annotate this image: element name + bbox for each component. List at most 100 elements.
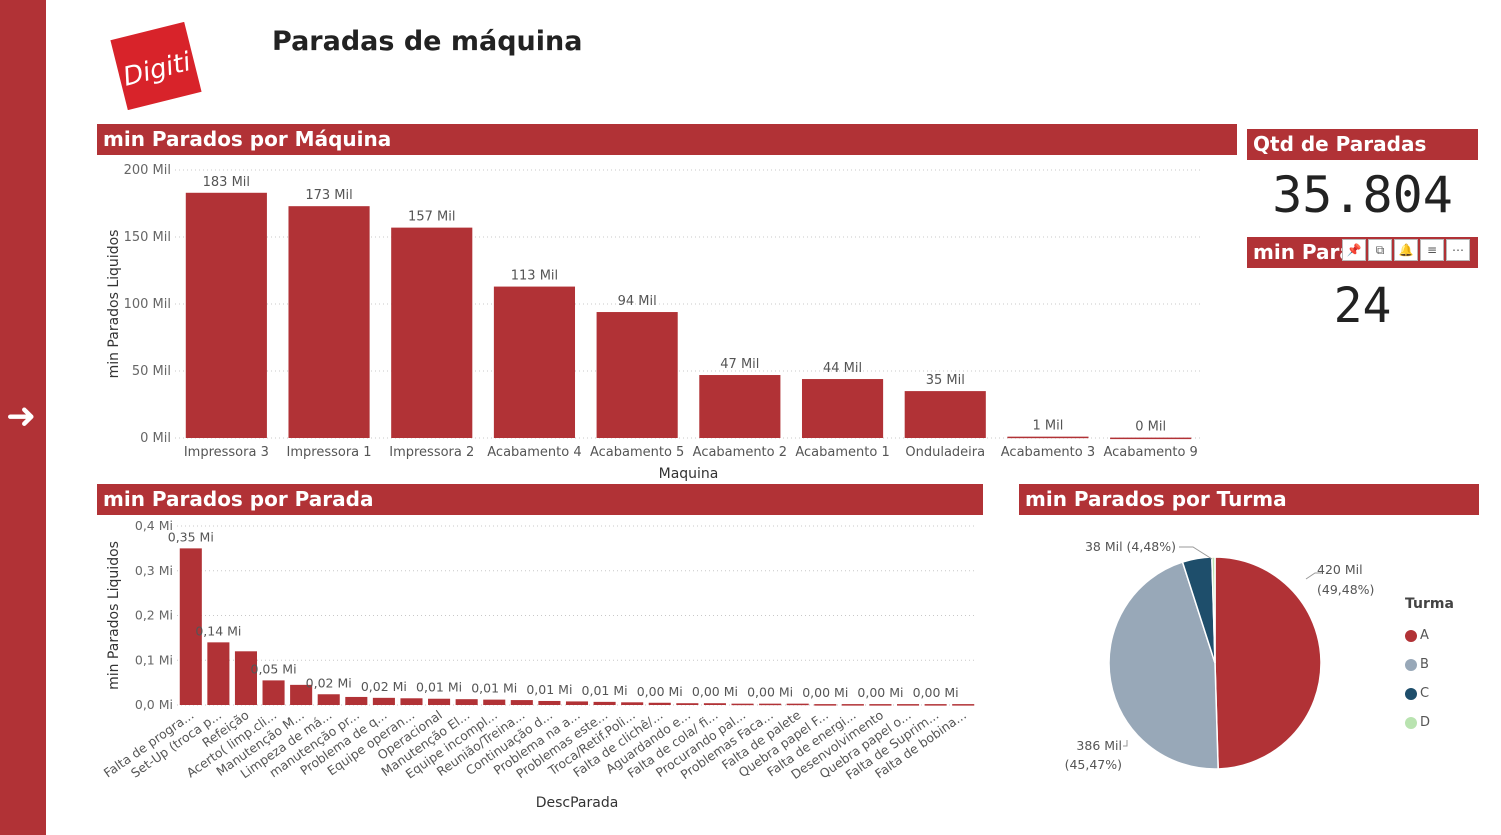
y-tick-label: 0,2 Mi — [135, 608, 173, 623]
turma-pie-chart: 420 Mil (49,48%) 38 Mil (4,48%) 386 Mil (45,… — [1065, 539, 1375, 772]
bar — [400, 698, 423, 705]
legend-item-d[interactable]: D — [1405, 708, 1454, 737]
y-tick-label: 0,4 Mi — [135, 518, 173, 533]
y-tick-label: 150 Mil — [124, 230, 171, 245]
bar — [372, 697, 395, 705]
x-tick-label: Acabamento 3 — [1001, 445, 1095, 460]
bar — [841, 704, 864, 706]
min-paradas-value: 24 — [1333, 278, 1392, 334]
data-label: (45,47%) — [1065, 757, 1122, 772]
bar — [924, 704, 947, 706]
bar — [493, 286, 576, 438]
x-tick-label: Acabamento 2 — [693, 445, 787, 460]
x-tick-label: Impressora 2 — [389, 445, 474, 460]
bar — [904, 391, 986, 438]
y-tick-label: 200 Mil — [124, 163, 171, 178]
data-label: 173 Mil — [305, 188, 352, 203]
x-tick-label: Impressora 1 — [287, 445, 372, 460]
visual-toolbar: 📌 ⧉ 🔔 ≡ ⋯ — [1342, 239, 1470, 265]
data-label: 157 Mil — [408, 210, 455, 225]
bar — [621, 702, 644, 705]
maquina-chart-header: min Parados por Máquina — [97, 124, 1237, 155]
x-tick-label: Impressora 3 — [184, 445, 269, 460]
page-title: Paradas de máquina — [272, 26, 583, 57]
data-label: 47 Mil — [720, 357, 759, 372]
bar — [786, 703, 809, 706]
bar — [391, 227, 473, 438]
data-label: 1 Mil — [1033, 419, 1064, 434]
bar — [288, 206, 370, 438]
x-tick-label: Acabamento 4 — [487, 445, 581, 460]
bar — [814, 704, 837, 706]
bar — [262, 680, 285, 705]
bar — [703, 703, 726, 705]
pie-slice — [1108, 561, 1219, 770]
bar — [290, 684, 313, 705]
arrow-right-icon[interactable]: ➜ — [6, 396, 37, 437]
data-label: (49,48%) — [1317, 582, 1374, 597]
data-label: 0,01 Mi — [471, 681, 517, 696]
qtd-paradas-value: 35.804 — [1272, 166, 1453, 224]
leader-line — [1123, 740, 1128, 747]
bell-icon[interactable]: 🔔 — [1394, 239, 1418, 261]
bar — [699, 375, 781, 438]
pin-icon[interactable]: 📌 — [1342, 239, 1366, 261]
bar — [869, 704, 892, 706]
bar — [648, 702, 671, 705]
y-tick-label: 100 Mil — [124, 297, 171, 312]
legend-item-a[interactable]: A — [1405, 621, 1454, 650]
x-tick-label: Onduladeira — [905, 445, 985, 460]
y-tick-label: 0,0 Mi — [135, 697, 173, 712]
data-label: 183 Mil — [203, 175, 250, 190]
bar — [596, 312, 678, 438]
bar — [759, 703, 782, 706]
data-label: 0,00 Mi — [913, 685, 959, 700]
parada-chart-header: min Parados por Parada — [97, 484, 983, 515]
y-tick-label: 50 Mil — [132, 364, 171, 379]
pie-slice — [1211, 556, 1216, 664]
data-label: 0,35 Mi — [168, 529, 214, 544]
leader-line — [1179, 546, 1213, 560]
bar — [207, 642, 230, 705]
data-label: 0,01 Mi — [526, 682, 572, 697]
x-tick-label: Acabamento 9 — [1103, 445, 1197, 460]
legend-label: A — [1420, 628, 1429, 643]
bar — [428, 698, 451, 705]
filter-icon[interactable]: ≡ — [1420, 239, 1444, 261]
bar — [952, 704, 975, 706]
legend-item-c[interactable]: C — [1405, 679, 1454, 708]
maquina-bar-chart: 0 Mil 50 Mil 100 Mil 150 Mil 200 Mil 183 Mil I… — [106, 163, 1202, 482]
bar — [731, 703, 754, 706]
data-label: 0,02 Mi — [306, 675, 352, 690]
data-label: 44 Mil — [823, 361, 862, 376]
copy-icon[interactable]: ⧉ — [1368, 239, 1392, 261]
data-label: 0 Mil — [1135, 420, 1166, 435]
bar — [455, 699, 478, 705]
y-axis-title: min Parados Liquidos — [106, 230, 122, 379]
legend-title: Turma — [1405, 596, 1454, 612]
bar — [593, 701, 616, 705]
legend-label: D — [1420, 715, 1431, 730]
bar — [234, 651, 257, 705]
y-axis-title: min Parados Liquidos — [106, 541, 122, 690]
x-axis-title: DescParada — [536, 795, 619, 811]
data-label: 0,00 Mi — [747, 685, 793, 700]
digiti-logo: Digiti — [110, 22, 202, 110]
legend-label: C — [1420, 686, 1430, 701]
bar — [317, 694, 340, 705]
data-label: 94 Mil — [618, 294, 657, 309]
more-icon[interactable]: ⋯ — [1446, 239, 1470, 261]
data-label: 0,14 Mi — [195, 623, 241, 638]
turma-legend: Turma A B C D — [1405, 596, 1454, 737]
data-label: 0,02 Mi — [361, 679, 407, 694]
data-label: 386 Mil — [1076, 738, 1122, 753]
data-label: 420 Mil — [1317, 562, 1363, 577]
bar — [801, 379, 884, 438]
data-label: 0,00 Mi — [857, 685, 903, 700]
legend-item-b[interactable]: B — [1405, 650, 1454, 679]
x-tick-label: Acabamento 1 — [795, 445, 889, 460]
data-label: 0,01 Mi — [582, 683, 628, 698]
pie-slice — [1214, 556, 1322, 770]
y-tick-label: 0,1 Mi — [135, 652, 173, 667]
bar — [565, 701, 589, 705]
